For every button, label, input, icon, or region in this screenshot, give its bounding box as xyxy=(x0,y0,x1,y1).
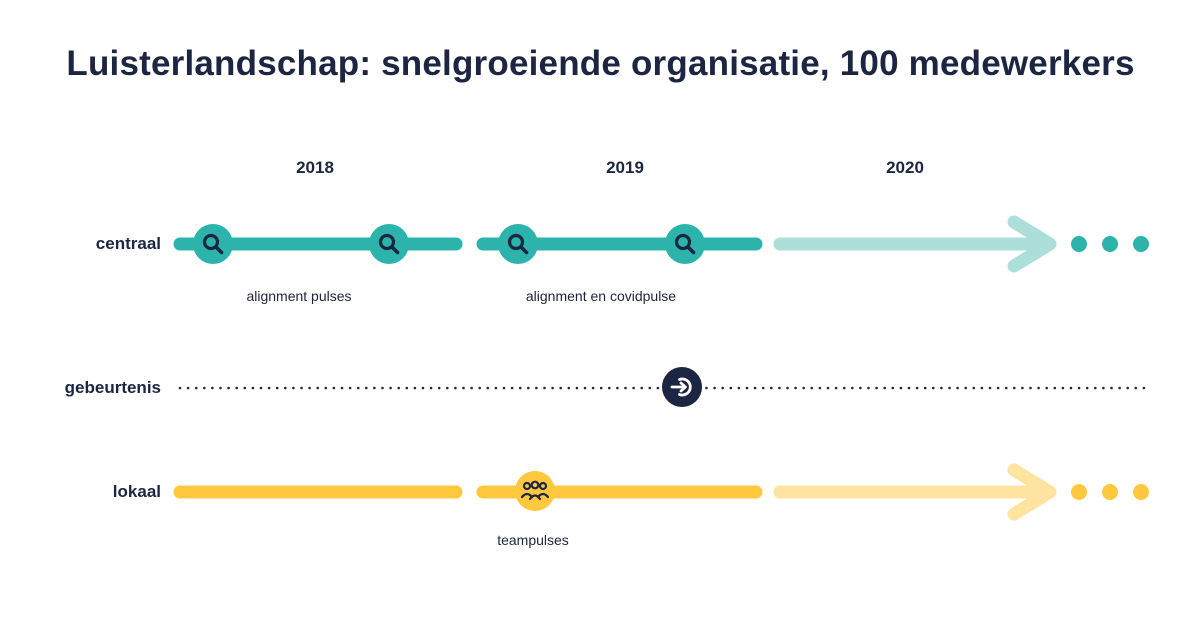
row-label-centraal: centraal xyxy=(96,234,161,253)
row-label-lokaal: lokaal xyxy=(113,482,161,501)
centraal-continuation-dot xyxy=(1102,236,1118,252)
lokaal-continuation-dot xyxy=(1102,484,1118,500)
caption-teampulses: teampulses xyxy=(497,532,569,548)
search-icon xyxy=(665,224,705,264)
centraal-track xyxy=(173,215,1149,273)
year-label-2020: 2020 xyxy=(886,158,924,177)
row-label-gebeurtenis: gebeurtenis xyxy=(65,378,161,397)
caption-alignment-covidpulse: alignment en covidpulse xyxy=(526,288,676,304)
year-label-2019: 2019 xyxy=(606,158,644,177)
login-arrow-icon xyxy=(662,367,702,407)
year-label-2018: 2018 xyxy=(296,158,334,177)
centraal-continuation-dot xyxy=(1071,236,1087,252)
search-icon xyxy=(498,224,538,264)
centraal-continuation-dot xyxy=(1133,236,1149,252)
caption-alignment-pulses: alignment pulses xyxy=(246,288,351,304)
search-icon xyxy=(193,224,233,264)
centraal-arrow-head xyxy=(1007,215,1057,273)
page-title: Luisterlandschap: snelgroeiende organisa… xyxy=(66,44,1135,83)
lokaal-track xyxy=(173,463,1149,521)
lokaal-continuation-dot xyxy=(1071,484,1087,500)
gebeurtenis-track xyxy=(178,367,1152,407)
lokaal-arrow-head xyxy=(1007,463,1057,521)
team-icon xyxy=(515,471,555,511)
search-icon xyxy=(369,224,409,264)
lokaal-continuation-dot xyxy=(1133,484,1149,500)
